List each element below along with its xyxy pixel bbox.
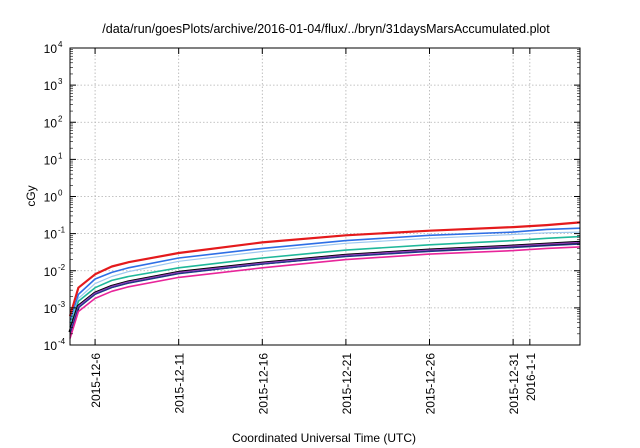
series-line-6 (69, 241, 581, 333)
y-tick-exponent: -4 (58, 337, 66, 346)
series-line-7 (69, 243, 581, 334)
x-tick-label: 2016-1-1 (524, 353, 538, 401)
x-axis: 2015-12-6 2015-12-11 2015-12-16 2015-12-21 2… (89, 48, 538, 414)
y-tick-exponent: 4 (58, 40, 63, 49)
y-tick-exponent: -2 (58, 263, 66, 272)
y-tick-label: 10 (44, 79, 58, 93)
y-tick-label: 10 (44, 116, 58, 130)
x-tick-label: 2015-12-16 (256, 353, 270, 415)
x-tick-label: 2015-12-31 (507, 353, 521, 415)
y-tick-exponent: 1 (58, 151, 63, 160)
y-tick-exponent: -1 (58, 226, 66, 235)
grid (70, 48, 580, 345)
y-tick-label: 10 (44, 339, 58, 353)
x-tick-label: 2015-12-21 (340, 353, 354, 415)
series-line-8 (69, 246, 581, 339)
series-line-5 (68, 240, 581, 333)
y-axis-label: cGy (24, 185, 38, 206)
chart-title: /data/run/goesPlots/archive/2016-01-04/f… (102, 22, 550, 36)
y-tick-label: 10 (44, 153, 58, 167)
series-line-4 (69, 235, 581, 328)
y-tick-exponent: 3 (58, 77, 63, 86)
x-axis-label: Coordinated Universal Time (UTC) (232, 431, 416, 445)
y-tick-exponent: 0 (58, 189, 63, 198)
y-tick-exponent: -3 (58, 300, 66, 309)
y-tick-label: 10 (44, 302, 58, 316)
y-tick-label: 10 (44, 42, 58, 56)
y-tick-label: 10 (44, 265, 58, 279)
x-tick-label: 2015-12-26 (424, 353, 438, 415)
series-line-3 (69, 231, 581, 325)
y-tick-label: 10 (44, 228, 58, 242)
y-tick-label: 10 (44, 191, 58, 205)
series-line-2 (69, 227, 581, 323)
y-tick-exponent: 2 (58, 114, 63, 123)
series-layer (68, 221, 581, 339)
x-tick-label: 2015-12-6 (89, 353, 103, 408)
x-tick-label: 2015-12-11 (173, 353, 187, 414)
series-line-1 (68, 221, 581, 317)
plot-frame (69, 47, 581, 346)
